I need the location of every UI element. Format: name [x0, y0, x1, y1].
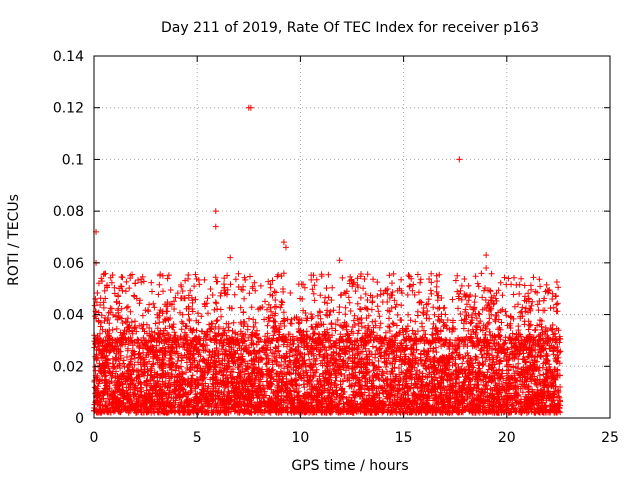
y-tick-label: 0.08 — [53, 204, 84, 220]
x-tick-label: 25 — [601, 430, 619, 446]
data-point — [247, 104, 254, 111]
data-point — [227, 254, 234, 261]
y-tick-label: 0.12 — [53, 101, 84, 117]
data-point — [516, 290, 523, 297]
x-tick-label: 10 — [291, 430, 309, 446]
grid — [94, 56, 610, 418]
y-axis-label: ROTI / TECUs — [6, 194, 22, 286]
chart-title: Day 211 of 2019, Rate Of TEC Index for r… — [161, 20, 539, 36]
x-axis-label: GPS time / hours — [291, 458, 408, 474]
x-tick-label: 15 — [395, 430, 413, 446]
data-point — [212, 223, 219, 230]
data-point — [549, 296, 556, 303]
y-tick-label: 0 — [75, 411, 84, 427]
data-point — [132, 280, 139, 287]
y-tick-label: 0.14 — [53, 49, 84, 65]
data-point — [483, 252, 490, 259]
x-tick-label: 5 — [193, 430, 202, 446]
data-point — [280, 239, 287, 246]
axis-ticks: 0 5 10 15 20 25 0 0.02 0.04 0.06 0.08 0.1 0.12 0.14 — [53, 49, 619, 446]
data-point — [98, 275, 105, 282]
plot-frame — [93, 55, 611, 419]
data-point — [456, 156, 463, 163]
data-point — [280, 270, 287, 277]
y-tick-label: 0.02 — [53, 359, 84, 375]
x-tick-label: 0 — [90, 430, 99, 446]
data-point-cloud — [91, 270, 564, 416]
y-tick-label: 0.04 — [53, 308, 84, 324]
data-points — [91, 104, 564, 416]
data-point — [454, 272, 461, 279]
data-point — [336, 257, 343, 264]
data-point — [157, 272, 164, 279]
y-tick-label: 0.1 — [62, 152, 84, 168]
data-point — [433, 272, 440, 279]
data-point — [483, 265, 490, 272]
data-point — [212, 208, 219, 215]
data-point — [282, 244, 289, 251]
data-point — [346, 277, 353, 284]
y-tick-label: 0.06 — [53, 256, 84, 272]
x-tick-label: 20 — [498, 430, 516, 446]
